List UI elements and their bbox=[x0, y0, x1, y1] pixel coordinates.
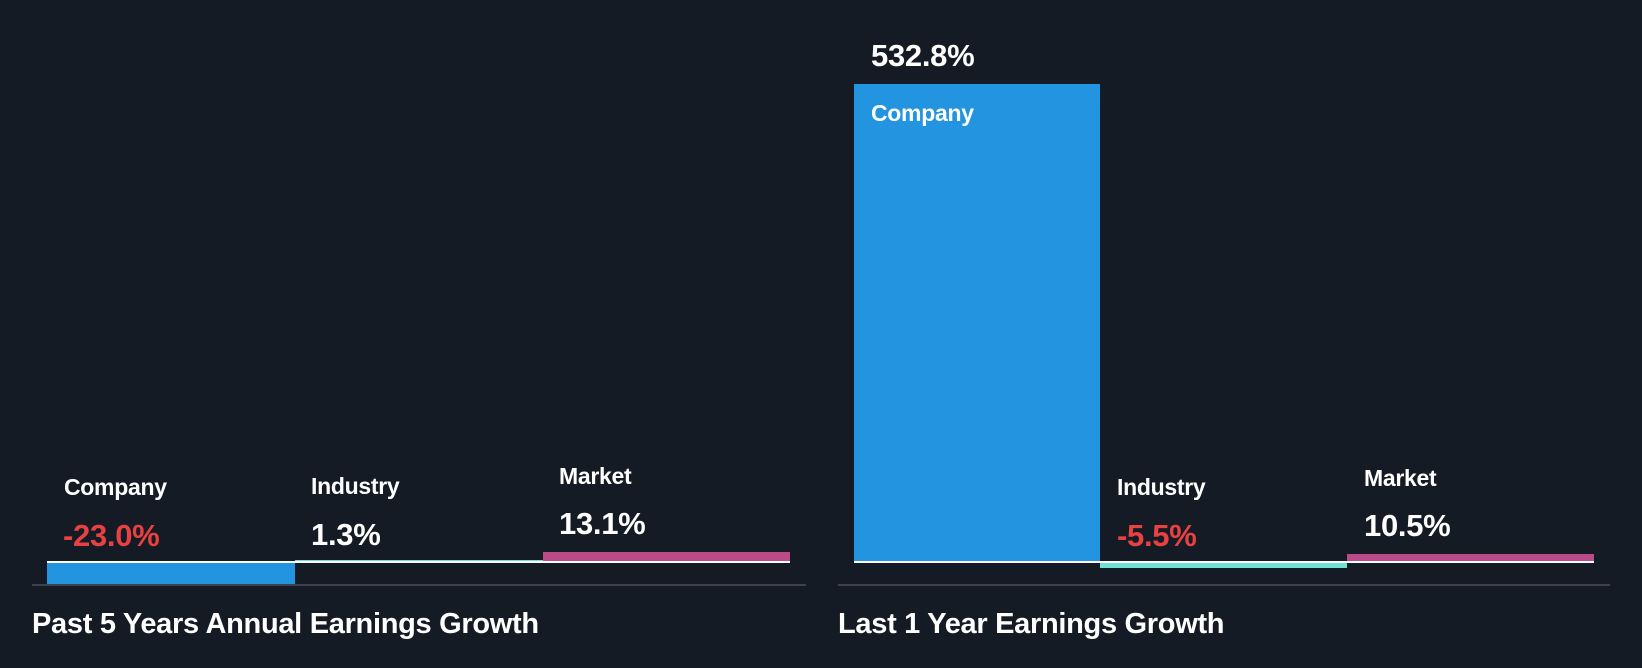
left-axis-line bbox=[32, 584, 806, 586]
left-company-bar bbox=[47, 562, 295, 584]
left-industry-bar bbox=[295, 560, 543, 561]
left-chart-title: Past 5 Years Annual Earnings Growth bbox=[32, 608, 539, 640]
right-zero-line bbox=[854, 561, 1594, 563]
left-market-label: Market bbox=[559, 463, 632, 489]
left-industry-value: 1.3% bbox=[311, 517, 381, 552]
right-industry-value: -5.5% bbox=[1117, 518, 1197, 553]
right-market-label: Market bbox=[1364, 465, 1437, 491]
right-axis-line bbox=[838, 584, 1610, 586]
left-company-value: -23.0% bbox=[63, 518, 160, 553]
right-industry-bar bbox=[1100, 562, 1347, 568]
left-zero-line bbox=[47, 561, 790, 563]
right-industry-label: Industry bbox=[1117, 474, 1206, 500]
left-market-value: 13.1% bbox=[559, 506, 646, 541]
right-company-bar bbox=[854, 84, 1100, 561]
right-company-value: 532.8% bbox=[871, 38, 975, 73]
right-market-value: 10.5% bbox=[1364, 508, 1451, 543]
right-chart-title: Last 1 Year Earnings Growth bbox=[838, 608, 1225, 640]
left-market-bar bbox=[543, 552, 790, 561]
left-company-label: Company bbox=[64, 474, 167, 500]
left-industry-label: Industry bbox=[311, 473, 400, 499]
right-company-label: Company bbox=[871, 100, 974, 126]
right-market-bar bbox=[1347, 554, 1594, 561]
